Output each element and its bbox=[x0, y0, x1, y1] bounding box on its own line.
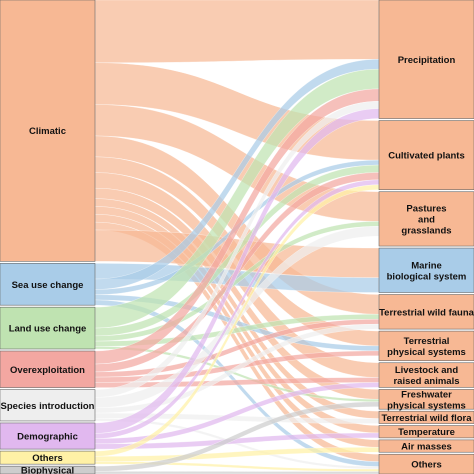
target-node-physical-label: Terrestrial bbox=[404, 336, 450, 347]
target-node-marine-label: Marine bbox=[411, 260, 442, 271]
source-node-land_use bbox=[0, 306, 96, 350]
source-node-demographic-label: Demographic bbox=[17, 432, 78, 443]
target-node-freshwater-label: physical systems bbox=[387, 400, 466, 411]
source-node-climatic bbox=[0, 0, 96, 262]
source-node-overexploitation-label: Overexploitation bbox=[10, 365, 85, 376]
target-node-pastures-label: Pastures bbox=[406, 203, 446, 214]
target-node-fauna-label: Terrestrial wild fauna bbox=[379, 307, 474, 318]
link-climatic-to-precipitation bbox=[94, 0, 380, 63]
target-node-others_tgt bbox=[378, 453, 474, 474]
target-node-physical bbox=[378, 330, 474, 362]
target-node-marine-label: biological system bbox=[387, 271, 467, 282]
target-node-precipitation bbox=[378, 0, 474, 119]
target-node-temperature-label: Temperature bbox=[398, 427, 455, 438]
link-biophysical-to-others_tgt bbox=[94, 471, 380, 474]
target-node-marine bbox=[378, 247, 474, 293]
source-node-land_use-label: Land use change bbox=[9, 324, 87, 335]
sankey-links bbox=[94, 0, 380, 474]
target-node-pastures-label: and bbox=[418, 214, 435, 225]
target-node-temperature bbox=[378, 425, 474, 439]
source-node-demographic bbox=[0, 422, 96, 450]
target-node-livestock-label: raised animals bbox=[393, 376, 459, 387]
target-node-livestock bbox=[378, 362, 474, 388]
target-node-freshwater-label: Freshwater bbox=[401, 389, 452, 400]
source-node-others_src-label: Others bbox=[32, 453, 63, 464]
sankey-labels: Climatic Sea use change Land use change Ove… bbox=[1, 55, 474, 474]
source-node-others_src bbox=[0, 450, 96, 465]
target-node-cultivated bbox=[378, 120, 474, 191]
target-node-others_tgt-label: Others bbox=[411, 460, 442, 471]
source-node-sea_use-label: Sea use change bbox=[12, 280, 84, 291]
target-node-air bbox=[378, 439, 474, 453]
source-node-sea_use bbox=[0, 263, 96, 306]
target-node-freshwater bbox=[378, 389, 474, 410]
target-node-precipitation-label: Precipitation bbox=[398, 55, 456, 66]
source-node-biophysical-label: Biophysical bbox=[21, 466, 74, 474]
target-node-physical-label: physical systems bbox=[387, 347, 466, 358]
source-node-overexploitation bbox=[0, 350, 96, 388]
target-node-air-label: Air masses bbox=[401, 442, 452, 453]
target-node-livestock-label: Livestock and bbox=[395, 365, 459, 376]
target-node-fauna bbox=[378, 294, 474, 330]
target-node-cultivated-label: Cultivated plants bbox=[388, 151, 465, 162]
source-node-climatic-label: Climatic bbox=[29, 126, 66, 137]
source-node-species bbox=[0, 389, 96, 422]
source-node-species-label: Species introduction bbox=[1, 401, 95, 412]
target-node-flora bbox=[378, 410, 474, 424]
target-node-pastures bbox=[378, 191, 474, 247]
target-node-flora-label: Terrestrial wild flora bbox=[381, 413, 472, 424]
target-node-pastures-label: grasslands bbox=[401, 225, 451, 236]
